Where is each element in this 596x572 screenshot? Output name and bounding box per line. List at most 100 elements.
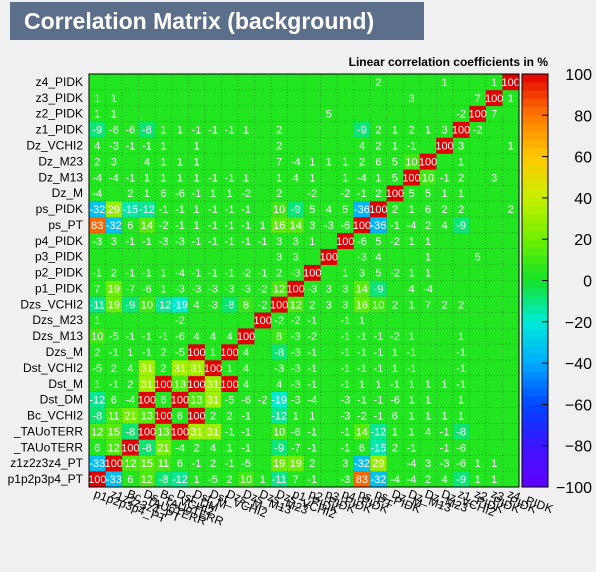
heatmap-cell-label: 1: [193, 156, 199, 168]
heatmap-cell: [320, 423, 338, 440]
chart-title: Linear correlation coefficients in %: [349, 55, 549, 69]
heatmap-cell: [353, 248, 371, 265]
heatmap-cell: [485, 312, 503, 329]
heatmap-cell: [452, 232, 470, 250]
heatmap-cell: [138, 201, 156, 218]
heatmap-cell-label: 6: [375, 156, 381, 168]
heatmap-cell-label: 1: [293, 411, 299, 423]
heatmap-cell-label: -12: [155, 299, 171, 311]
heatmap-cell: [436, 296, 454, 313]
heatmap-cell: [122, 89, 139, 107]
colorbar-segment: [522, 140, 548, 149]
heatmap-cell: [320, 407, 338, 424]
heatmap-cell-label: -1: [456, 363, 466, 375]
heatmap-cell: [353, 375, 371, 392]
heatmap-cell: [138, 264, 156, 281]
heatmap-cell: [320, 391, 338, 408]
heatmap-cell: [188, 391, 206, 408]
heatmap-cell-label: 19: [273, 458, 285, 470]
heatmap-cell-label: 83: [91, 220, 103, 232]
heatmap-cell-label: -1: [125, 236, 135, 248]
heatmap-cell-label: -32: [370, 474, 386, 486]
heatmap-cell: [436, 328, 454, 345]
heatmap-cell-label: 21: [124, 411, 136, 423]
heatmap-cell: [188, 423, 206, 440]
heatmap-cell-label: 1: [375, 172, 381, 184]
heatmap-cell-label: -1: [307, 379, 317, 391]
heatmap-cell-label: 2: [442, 299, 448, 311]
heatmap-cell-label: -2: [159, 220, 169, 232]
heatmap-cell: [337, 391, 354, 408]
heatmap-cell-label: -9: [92, 125, 102, 137]
heatmap-cell-label: -1: [307, 474, 317, 486]
heatmap-cell: [370, 105, 387, 122]
heatmap-cell: [485, 137, 503, 154]
heatmap-cell: [287, 344, 305, 361]
heatmap-cell: [320, 137, 338, 154]
heatmap-cell-label: 100: [502, 77, 520, 89]
heatmap-cell: [452, 296, 470, 313]
heatmap-cell: [270, 201, 288, 218]
heatmap-cell: [320, 328, 338, 345]
heatmap-cell: [452, 375, 470, 392]
heatmap-cell: [370, 391, 387, 408]
heatmap-cell-label: -4: [92, 172, 102, 184]
heatmap-cell-label: -8: [225, 299, 235, 311]
heatmap-cell: [89, 89, 106, 107]
heatmap-cell: [171, 375, 189, 392]
heatmap-cell: [221, 375, 239, 392]
heatmap-cell: [419, 359, 437, 377]
heatmap-cell-label: -1: [225, 220, 235, 232]
heatmap-cell-label: -8: [274, 347, 284, 359]
heatmap-cell-label: -3: [159, 236, 169, 248]
heatmap-cell: [370, 89, 387, 107]
heatmap-cell: [469, 407, 487, 424]
heatmap-cell: [419, 169, 437, 186]
heatmap-cell: [254, 216, 272, 234]
colorbar-segment: [522, 82, 548, 91]
heatmap-cell: [485, 359, 503, 377]
heatmap-cell: [138, 121, 156, 138]
heatmap-cell: [436, 248, 454, 265]
heatmap-cell: [155, 312, 172, 329]
heatmap-cell: [122, 455, 139, 472]
heatmap-cell-label: -9: [456, 474, 466, 486]
heatmap-cell-label: 29: [108, 204, 120, 216]
heatmap-cell-label: -1: [241, 220, 251, 232]
heatmap-cell-label: -1: [357, 347, 367, 359]
heatmap-cell-label: -1: [208, 220, 218, 232]
heatmap-cell: [452, 185, 470, 202]
heatmap-cell: [122, 423, 139, 440]
heatmap-cell-label: -1: [192, 236, 202, 248]
colorbar-segment: [522, 74, 548, 83]
heatmap-cell: [403, 248, 421, 265]
heatmap-cell-label: -4: [407, 458, 417, 470]
heatmap-cell: [452, 391, 470, 408]
y-tick-label: Dz_M23: [38, 154, 83, 168]
heatmap-cell: [353, 74, 371, 91]
heatmap-cell: [204, 471, 222, 488]
heatmap-cell: [370, 423, 387, 440]
heatmap-cell: [403, 105, 421, 122]
heatmap-cell: [171, 312, 189, 329]
heatmap-cell: [254, 375, 272, 392]
heatmap-cell-label: -1: [307, 315, 317, 327]
heatmap-cell: [221, 455, 239, 472]
heatmap-cell: [204, 455, 222, 472]
heatmap-cell-label: 16: [273, 220, 285, 232]
heatmap-cell: [138, 74, 156, 91]
colorbar-segment: [522, 288, 548, 298]
heatmap-cell: [403, 89, 421, 107]
heatmap-cell-label: 4: [442, 220, 448, 232]
colorbar-tick-label: −80: [565, 439, 592, 456]
heatmap-cell-label: -1: [208, 172, 218, 184]
heatmap-cell-label: -2: [473, 125, 483, 137]
heatmap-cell: [287, 169, 305, 186]
heatmap-cell-label: 14: [290, 220, 302, 232]
heatmap-cell: [469, 280, 487, 297]
heatmap-cell: [188, 264, 206, 281]
heatmap-cell: [337, 74, 354, 91]
heatmap-cell-label: 2: [392, 204, 398, 216]
heatmap-cell-label: 31: [207, 426, 219, 438]
heatmap-cell: [304, 312, 321, 329]
